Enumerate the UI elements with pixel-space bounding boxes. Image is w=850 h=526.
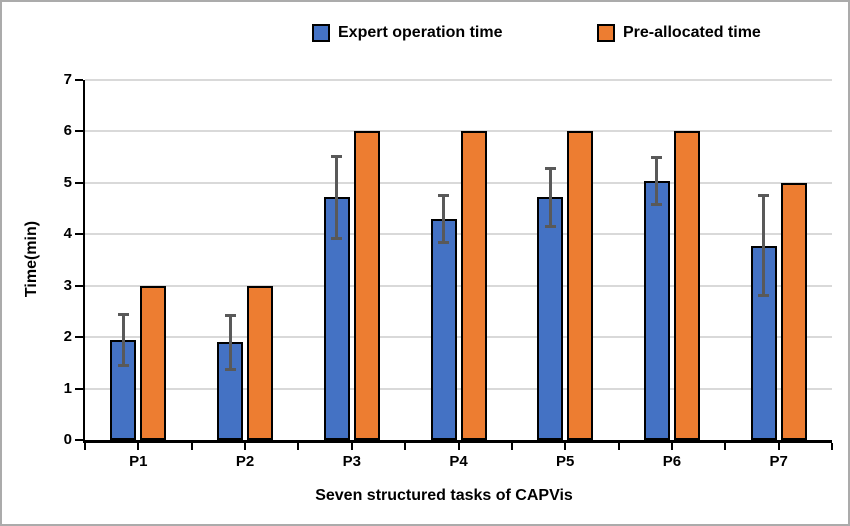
y-tick-label-7: 7: [63, 71, 72, 88]
x-category-label-P6: P6: [662, 453, 682, 470]
gridline-y7: [85, 79, 832, 81]
error-bar-P4: [442, 195, 445, 242]
y-tick-4: [75, 233, 83, 236]
bar-preallocated-P1: [140, 285, 167, 440]
y-tick-label-6: 6: [63, 122, 72, 140]
y-tick-0: [75, 439, 83, 441]
x-tick-3: [244, 442, 247, 450]
gridline-y3: [85, 284, 832, 287]
gridline-y2: [85, 336, 832, 339]
bar-preallocated-P6: [673, 131, 700, 440]
error-bar-cap-top-P3: [331, 154, 343, 158]
x-axis-line: [82, 440, 832, 443]
plot-area: [85, 79, 832, 440]
x-tick-9: [564, 442, 567, 450]
bar-preallocated-P5: [567, 131, 594, 440]
error-bar-cap-top-P7: [758, 194, 770, 198]
error-bar-P1: [121, 314, 125, 366]
x-tick-13: [777, 442, 780, 450]
y-tick-6: [75, 130, 83, 133]
legend-label-expert-operation-time: Expert operation time: [338, 24, 503, 41]
y-tick-1: [75, 387, 83, 390]
error-bar-cap-bottom-P2: [224, 367, 236, 371]
y-tick-label-0: 0: [63, 431, 72, 448]
x-category-label-P2: P2: [235, 453, 255, 470]
bar-expert-P5: [537, 197, 564, 440]
x-tick-1: [137, 442, 140, 450]
bar-expert-P4: [430, 218, 457, 440]
x-tick-8: [510, 442, 513, 450]
x-tick-0: [84, 442, 86, 450]
error-bar-cap-bottom-P1: [117, 363, 129, 367]
x-tick-11: [670, 442, 673, 450]
error-bar-P7: [762, 195, 766, 296]
gridline-y1: [85, 387, 832, 390]
y-tick-label-1: 1: [63, 379, 72, 397]
x-tick-12: [724, 442, 727, 450]
error-bar-cap-bottom-P7: [758, 293, 770, 297]
y-tick-label-5: 5: [63, 173, 72, 191]
x-tick-14: [831, 442, 833, 450]
error-bar-cap-bottom-P3: [331, 236, 343, 240]
error-bar-cap-top-P5: [544, 166, 556, 170]
error-bar-cap-top-P6: [651, 156, 663, 160]
x-tick-2: [190, 442, 193, 450]
legend-item-pre-allocated-time: Pre-allocated time: [597, 23, 761, 43]
y-tick-2: [75, 336, 83, 339]
x-category-label-P5: P5: [556, 453, 575, 470]
error-bar-cap-bottom-P5: [544, 224, 556, 228]
error-bar-cap-top-P4: [438, 194, 449, 198]
error-bar-P6: [655, 157, 659, 205]
error-bar-P3: [335, 156, 339, 239]
bar-expert-P3: [323, 197, 350, 440]
x-tick-4: [297, 442, 300, 450]
legend-swatch-orange-icon: [597, 24, 615, 42]
error-bar-P5: [548, 168, 552, 227]
x-category-label-P7: P7: [769, 453, 788, 470]
bar-expert-P6: [643, 181, 670, 440]
y-tick-label-3: 3: [63, 276, 72, 294]
x-tick-6: [404, 442, 407, 450]
x-axis-title: Seven structured tasks of CAPVis: [315, 487, 573, 504]
x-tick-7: [457, 442, 460, 450]
legend-item-expert-operation-time: Expert operation time: [312, 23, 502, 43]
gridline-y4: [85, 233, 832, 236]
y-tick-label-4: 4: [63, 225, 72, 243]
x-category-label-P4: P4: [449, 453, 468, 470]
y-tick-label-2: 2: [63, 328, 72, 346]
legend-swatch-blue-icon: [312, 24, 330, 42]
bar-preallocated-P7: [780, 182, 807, 440]
y-tick-3: [75, 284, 83, 287]
bar-preallocated-P3: [353, 131, 380, 440]
x-category-label-P1: P1: [129, 453, 148, 470]
y-tick-5: [75, 181, 83, 184]
bar-preallocated-P2: [247, 285, 274, 440]
x-category-label-P3: P3: [342, 453, 361, 470]
error-bar-P2: [228, 315, 232, 370]
error-bar-cap-bottom-P4: [438, 240, 449, 244]
bar-preallocated-P4: [460, 131, 487, 440]
x-tick-5: [350, 442, 353, 450]
error-bar-cap-top-P2: [224, 314, 236, 318]
legend-label-pre-allocated-time: Pre-allocated time: [623, 24, 761, 41]
y-axis-line: [82, 80, 85, 443]
gridline-y5: [85, 181, 832, 184]
gridline-y6: [85, 130, 832, 133]
y-tick-7: [75, 79, 83, 81]
error-bar-cap-bottom-P6: [651, 203, 663, 207]
x-tick-10: [617, 442, 620, 450]
error-bar-cap-top-P1: [117, 312, 129, 316]
